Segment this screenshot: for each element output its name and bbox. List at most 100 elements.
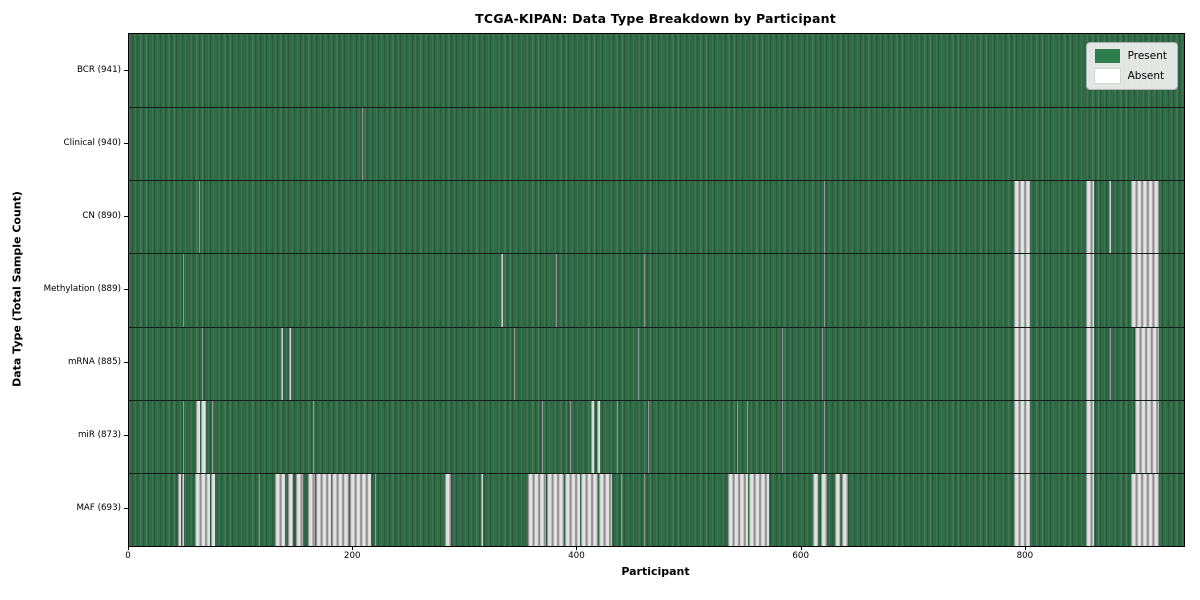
absent-stripe bbox=[374, 473, 376, 546]
y-tick-label: BCR (941) bbox=[76, 64, 121, 75]
absent-stripe bbox=[195, 473, 210, 546]
x-axis-label: Participant bbox=[621, 565, 690, 578]
absent-stripe bbox=[598, 473, 613, 546]
x-axis-tick bbox=[576, 546, 578, 550]
absent-stripe bbox=[1086, 254, 1095, 327]
absent-stripe bbox=[200, 400, 207, 473]
absent-stripe bbox=[569, 400, 571, 473]
absent-stripe bbox=[182, 400, 185, 473]
absent-stripe bbox=[1110, 327, 1112, 400]
absent-stripe bbox=[288, 473, 293, 546]
heatmap-row-maf bbox=[129, 472, 1184, 546]
absent-stripe bbox=[541, 400, 543, 473]
y-axis-tick bbox=[124, 215, 128, 217]
heatmap-row-methylation bbox=[129, 253, 1184, 327]
absent-stripe bbox=[1108, 181, 1112, 254]
absent-stripe bbox=[481, 473, 484, 546]
absent-stripe bbox=[196, 400, 200, 473]
x-tick-label: 200 bbox=[343, 551, 361, 561]
absent-stripe bbox=[746, 400, 749, 473]
legend-absent-label: Absent bbox=[1127, 70, 1165, 82]
absent-stripe bbox=[643, 254, 645, 327]
x-axis-tick bbox=[128, 546, 129, 550]
absent-stripe bbox=[308, 473, 316, 546]
absent-stripe bbox=[580, 473, 598, 546]
x-axis-tick bbox=[800, 546, 802, 550]
legend-absent-swatch bbox=[1093, 68, 1121, 84]
y-axis-tick bbox=[124, 289, 128, 290]
absent-stripe bbox=[835, 473, 840, 546]
x-tick-label: 0 bbox=[125, 551, 131, 561]
absent-stripe bbox=[182, 254, 185, 327]
legend-entry-present: Present bbox=[1094, 49, 1167, 63]
absent-stripe bbox=[621, 473, 623, 546]
absent-stripe bbox=[513, 327, 515, 400]
legend-entry-absent: Absent bbox=[1093, 68, 1167, 84]
absent-stripe bbox=[1086, 327, 1095, 400]
absent-stripe bbox=[445, 473, 451, 546]
heatmap-row-mir bbox=[129, 399, 1184, 473]
legend-present-label: Present bbox=[1127, 50, 1167, 62]
absent-stripe bbox=[1131, 473, 1160, 546]
x-axis-tick bbox=[352, 546, 354, 550]
absent-stripe bbox=[781, 400, 783, 473]
absent-stripe bbox=[821, 327, 824, 400]
absent-stripe bbox=[210, 473, 216, 546]
x-axis-tick bbox=[1024, 546, 1026, 550]
x-tick-label: 800 bbox=[1016, 551, 1034, 561]
absent-stripe bbox=[727, 473, 748, 546]
absent-stripe bbox=[648, 400, 650, 473]
y-axis-tick bbox=[124, 508, 128, 510]
y-tick-label: miR (873) bbox=[77, 430, 121, 441]
absent-stripe bbox=[547, 473, 564, 546]
absent-stripe bbox=[565, 473, 580, 546]
y-axis-tick bbox=[124, 142, 128, 144]
absent-stripe bbox=[1131, 254, 1160, 327]
absent-stripe bbox=[812, 473, 819, 546]
y-axis-tick bbox=[124, 69, 128, 71]
absent-stripe bbox=[781, 327, 783, 400]
y-tick-label: Clinical (940) bbox=[63, 137, 121, 148]
heatmap-row-clinical bbox=[129, 107, 1184, 181]
absent-stripe bbox=[1013, 327, 1031, 400]
absent-stripe bbox=[1131, 181, 1160, 254]
absent-stripe bbox=[842, 473, 848, 546]
absent-stripe bbox=[274, 473, 285, 546]
y-axis-tick bbox=[124, 435, 128, 437]
absent-stripe bbox=[211, 400, 214, 473]
absent-stripe bbox=[1013, 254, 1031, 327]
absent-stripe bbox=[528, 473, 547, 546]
absent-stripe bbox=[178, 473, 181, 546]
absent-stripe bbox=[281, 327, 283, 400]
absent-stripe bbox=[824, 181, 826, 254]
absent-stripe bbox=[198, 181, 200, 254]
heatmap-row-mrna bbox=[129, 326, 1184, 400]
absent-stripe bbox=[289, 327, 291, 400]
absent-stripe bbox=[331, 473, 349, 546]
absent-stripe bbox=[296, 473, 303, 546]
absent-stripe bbox=[362, 108, 364, 181]
absent-stripe bbox=[181, 473, 184, 546]
absent-stripe bbox=[616, 400, 618, 473]
absent-stripe bbox=[736, 400, 738, 473]
legend-present-swatch bbox=[1094, 49, 1120, 63]
absent-stripe bbox=[643, 473, 645, 546]
absent-stripe bbox=[1134, 400, 1160, 473]
x-tick-label: 400 bbox=[568, 551, 585, 561]
absent-stripe bbox=[1086, 473, 1095, 546]
heatmap-row-bcr bbox=[129, 34, 1184, 108]
absent-stripe bbox=[824, 400, 826, 473]
y-tick-label: mRNA (885) bbox=[67, 357, 121, 368]
absent-stripe bbox=[556, 254, 558, 327]
absent-stripe bbox=[1013, 181, 1031, 254]
absent-stripe bbox=[259, 473, 261, 546]
absent-stripe bbox=[316, 473, 331, 546]
absent-stripe bbox=[201, 327, 204, 400]
heatmap-row-cn bbox=[129, 180, 1184, 254]
chart-title: TCGA-KIPAN: Data Type Breakdown by Parti… bbox=[475, 11, 836, 26]
absent-stripe bbox=[1086, 400, 1095, 473]
absent-stripe bbox=[501, 254, 503, 327]
x-tick-label: 600 bbox=[792, 551, 809, 561]
y-tick-label: Methylation (889) bbox=[43, 284, 121, 294]
